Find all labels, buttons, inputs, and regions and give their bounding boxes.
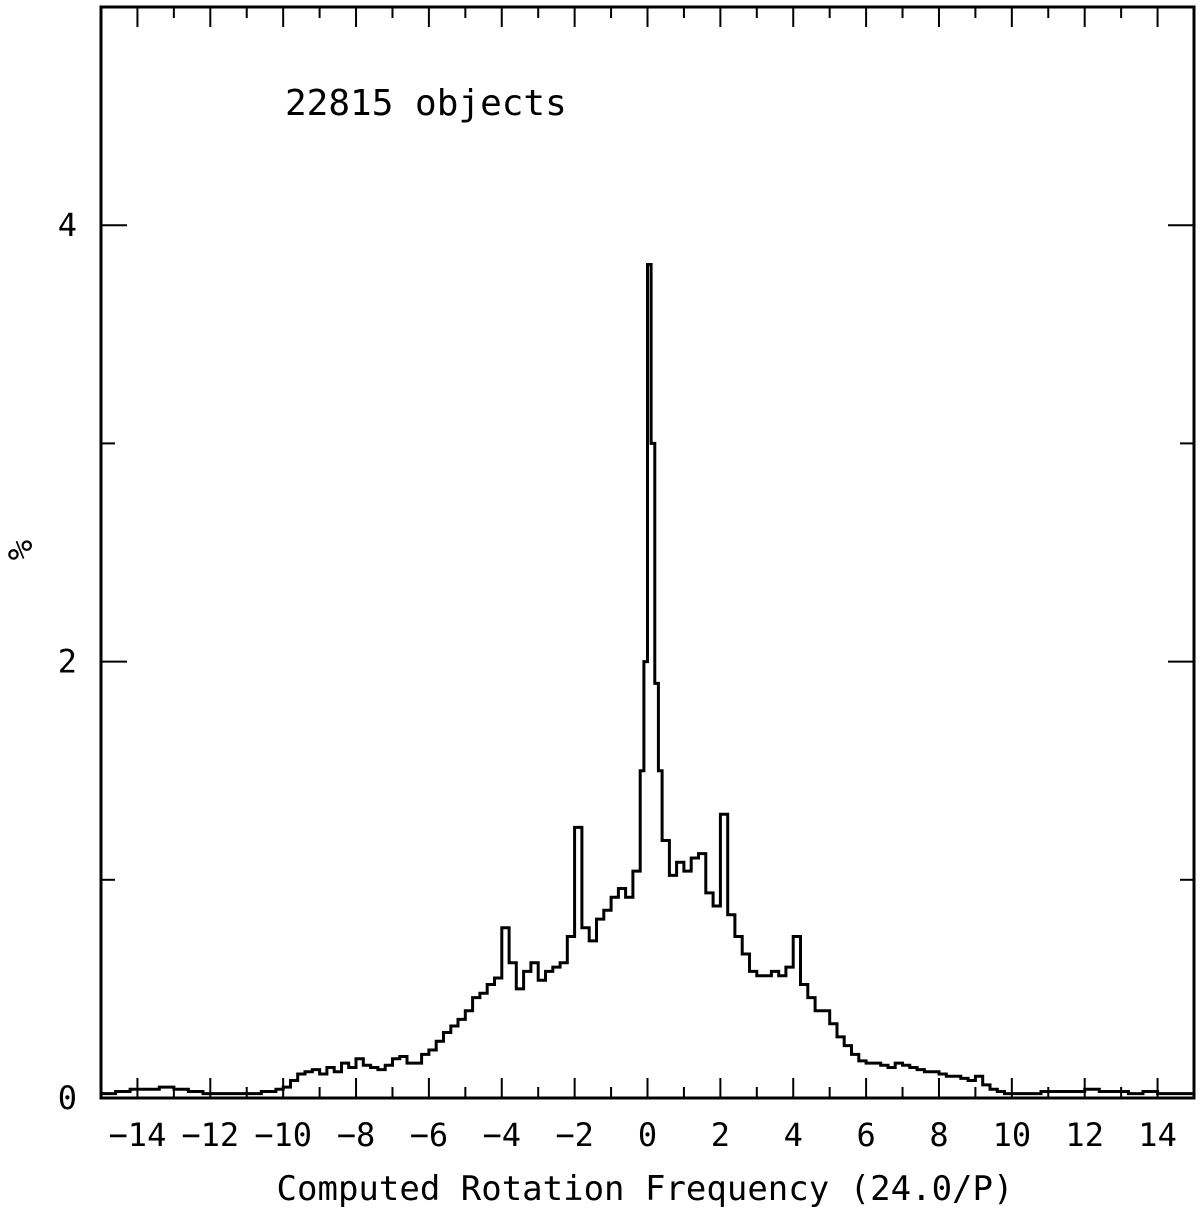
- histogram-bin: [757, 976, 764, 1098]
- histogram-bin: [159, 1087, 174, 1098]
- axes: −14 −12 −10 −8 −6 −4 −2 0 2 4 6 8 10 12 14 0 2 4: [58, 5, 1196, 1154]
- y-axis-label: %: [1, 540, 41, 560]
- y-tick-label: 2: [58, 643, 77, 681]
- histogram-bin: [910, 1067, 917, 1098]
- histogram-bin: [538, 980, 545, 1098]
- histogram-bin: [494, 978, 501, 1098]
- x-tick-label: 2: [711, 1116, 730, 1154]
- histogram-bin: [771, 971, 778, 1098]
- histogram-bin: [684, 871, 691, 1098]
- histogram-bin: [924, 1072, 931, 1098]
- plot-area: [101, 263, 1194, 1098]
- x-tick-label: −4: [483, 1116, 522, 1154]
- x-tick-label: 14: [1138, 1116, 1177, 1154]
- x-tick-label: −14: [109, 1116, 167, 1154]
- x-tick-label: 6: [856, 1116, 875, 1154]
- histogram-bin: [713, 906, 720, 1098]
- histogram-bin: [801, 985, 808, 1098]
- histogram-bin: [473, 998, 480, 1098]
- histogram-bin: [669, 875, 676, 1098]
- y-tick-label: 0: [58, 1079, 77, 1117]
- x-tick-label: 10: [993, 1116, 1032, 1154]
- histogram-bin: [531, 963, 538, 1098]
- histogram-bin: [946, 1076, 953, 1098]
- histogram-bin: [414, 1063, 421, 1098]
- histogram-bin: [932, 1072, 939, 1098]
- histogram-bin: [589, 941, 596, 1098]
- histogram-bin: [429, 1050, 436, 1098]
- x-tick-label: −6: [410, 1116, 449, 1154]
- histogram-bin: [596, 919, 603, 1098]
- histogram-bin: [786, 967, 793, 1098]
- x-tick-label: −12: [181, 1116, 239, 1154]
- histogram-bin: [728, 915, 735, 1098]
- histogram-bin: [349, 1067, 356, 1098]
- histogram-bin: [866, 1063, 873, 1098]
- x-tick-label: 4: [784, 1116, 803, 1154]
- histogram-bin: [320, 1074, 327, 1098]
- histogram-bin: [706, 893, 713, 1098]
- histogram-bin: [305, 1072, 312, 1098]
- histogram-bin: [764, 976, 771, 1098]
- histogram-bin: [815, 1011, 822, 1098]
- histogram-bin: [458, 1019, 465, 1098]
- x-tick-label: −8: [337, 1116, 376, 1154]
- histogram-bin: [407, 1063, 414, 1098]
- histogram-bin: [917, 1070, 924, 1098]
- histogram-bin: [662, 841, 669, 1098]
- histogram-bin: [626, 897, 633, 1098]
- histogram-bin: [888, 1067, 895, 1098]
- histogram-bin: [487, 985, 494, 1098]
- x-tick-label: 0: [638, 1116, 657, 1154]
- histogram-step-line: [101, 263, 1194, 1096]
- x-tick-label: −10: [254, 1116, 312, 1154]
- histogram-bin: [560, 963, 567, 1098]
- histogram-bin: [334, 1072, 341, 1098]
- histogram-bin: [735, 937, 742, 1098]
- y-tick-label: 4: [58, 206, 77, 244]
- x-tick-label: −2: [555, 1116, 594, 1154]
- histogram-bin: [691, 858, 698, 1098]
- histogram-bin: [873, 1063, 880, 1098]
- object-count-annotation: 22815 objects: [285, 83, 567, 124]
- histogram-bin: [859, 1061, 866, 1098]
- histogram-bin: [451, 1026, 458, 1098]
- histogram-bin: [742, 954, 749, 1098]
- histogram-bin: [465, 1011, 472, 1098]
- histogram-bin: [545, 971, 552, 1098]
- histogram-bin: [618, 889, 625, 1098]
- histogram-bin: [363, 1065, 370, 1098]
- histogram-bin: [903, 1065, 910, 1098]
- x-axis-label: Computed Rotation Frequency (24.0/P): [277, 1169, 1014, 1209]
- x-tick-label: 8: [929, 1116, 948, 1154]
- histogram-bin: [582, 928, 589, 1098]
- histogram-bin: [371, 1067, 378, 1098]
- histogram-bin: [524, 971, 531, 1098]
- histogram-bin: [808, 998, 815, 1098]
- histogram-bin: [968, 1081, 975, 1098]
- histogram-bin: [516, 989, 523, 1098]
- histogram-bin: [604, 910, 611, 1098]
- histogram-bin: [881, 1065, 888, 1098]
- histogram-bin: [480, 993, 487, 1098]
- histogram-bin: [553, 967, 560, 1098]
- histogram-bin: [633, 871, 640, 1098]
- histogram-bin: [378, 1070, 385, 1098]
- histogram-bin: [611, 897, 618, 1098]
- histogram-bin: [750, 971, 757, 1098]
- histogram-bin: [677, 862, 684, 1098]
- x-tick-label: 12: [1065, 1116, 1104, 1154]
- histogram-bin: [779, 976, 786, 1098]
